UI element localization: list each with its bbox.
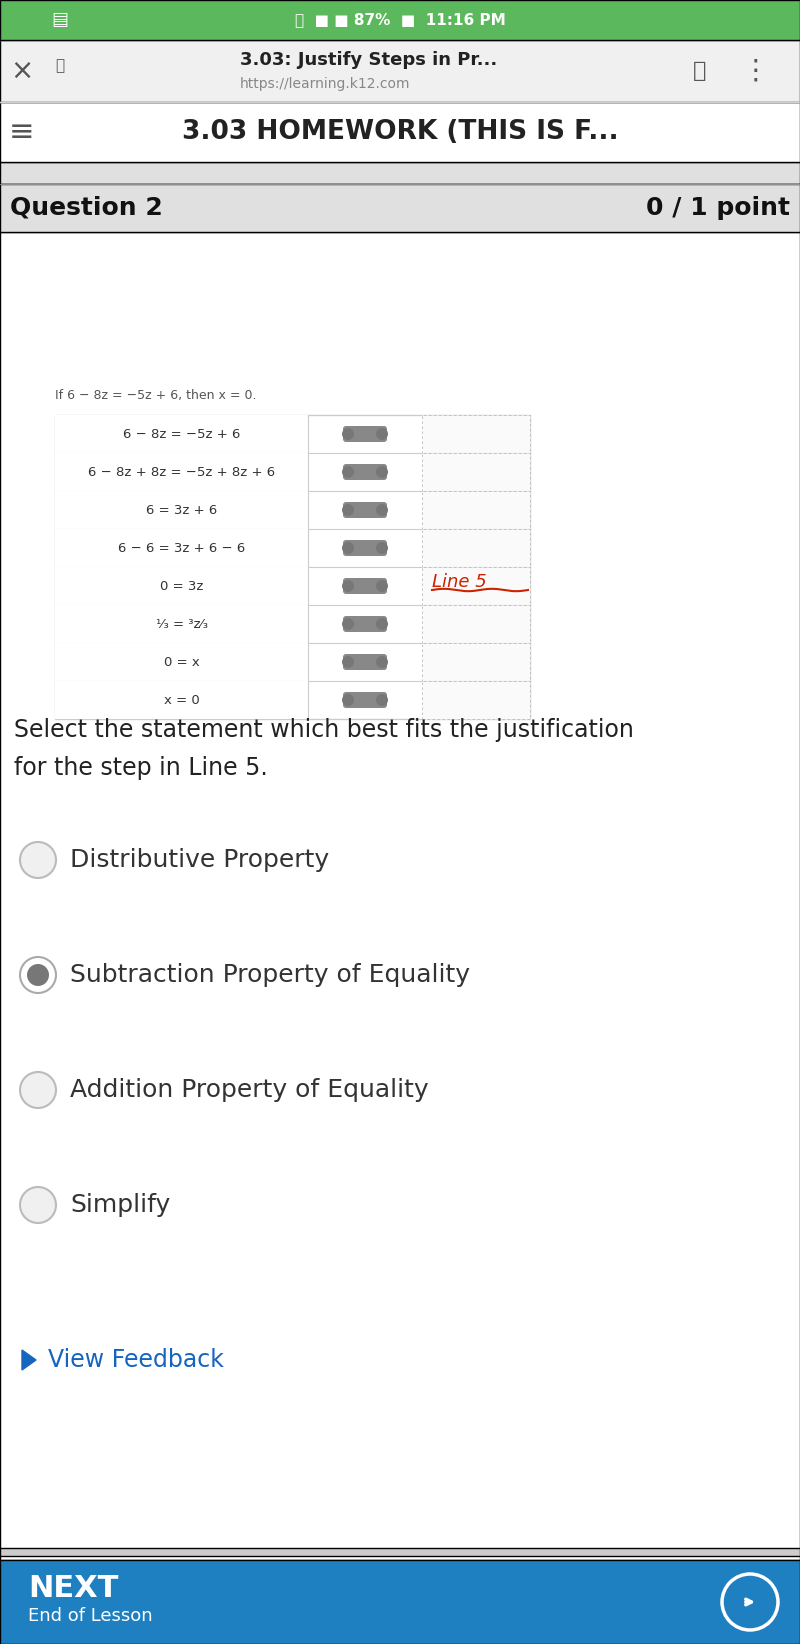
Circle shape <box>342 505 354 516</box>
Text: End of Lesson: End of Lesson <box>28 1606 153 1624</box>
Text: Question 2: Question 2 <box>10 196 162 220</box>
Circle shape <box>342 618 354 630</box>
Circle shape <box>376 505 388 516</box>
Text: 0 = x: 0 = x <box>164 656 199 669</box>
Text: ¹⁄₃ = ³z⁄₃: ¹⁄₃ = ³z⁄₃ <box>155 618 207 631</box>
Text: https://learning.k12.com: https://learning.k12.com <box>240 77 410 90</box>
Circle shape <box>342 694 354 705</box>
FancyBboxPatch shape <box>422 605 530 643</box>
Text: View Feedback: View Feedback <box>48 1348 224 1373</box>
FancyBboxPatch shape <box>0 102 800 163</box>
FancyBboxPatch shape <box>343 654 387 671</box>
Circle shape <box>376 618 388 630</box>
FancyBboxPatch shape <box>343 616 387 631</box>
FancyBboxPatch shape <box>422 529 530 567</box>
FancyBboxPatch shape <box>0 184 800 232</box>
FancyBboxPatch shape <box>0 163 800 184</box>
Text: 🔖: 🔖 <box>694 61 706 81</box>
FancyBboxPatch shape <box>55 605 308 643</box>
Text: 3.03: Justify Steps in Pr...: 3.03: Justify Steps in Pr... <box>240 51 498 69</box>
FancyBboxPatch shape <box>55 414 308 454</box>
Text: 0 / 1 point: 0 / 1 point <box>646 196 790 220</box>
Circle shape <box>342 465 354 478</box>
FancyBboxPatch shape <box>0 0 800 39</box>
FancyBboxPatch shape <box>0 39 800 102</box>
Text: Distributive Property: Distributive Property <box>70 848 329 871</box>
FancyBboxPatch shape <box>343 539 387 556</box>
Text: 3.03 HOMEWORK (THIS IS F...: 3.03 HOMEWORK (THIS IS F... <box>182 118 618 145</box>
Circle shape <box>376 427 388 441</box>
FancyBboxPatch shape <box>422 414 530 454</box>
Text: If 6 − 8z = −5z + 6, then x = 0.: If 6 − 8z = −5z + 6, then x = 0. <box>55 388 257 401</box>
FancyBboxPatch shape <box>343 579 387 593</box>
FancyBboxPatch shape <box>422 643 530 681</box>
Text: 🔒: 🔒 <box>55 59 65 74</box>
Polygon shape <box>22 1350 36 1369</box>
FancyBboxPatch shape <box>422 454 530 492</box>
Text: x = 0: x = 0 <box>164 694 199 707</box>
FancyBboxPatch shape <box>55 567 308 605</box>
Text: NEXT: NEXT <box>28 1573 118 1603</box>
FancyBboxPatch shape <box>0 1560 800 1644</box>
FancyBboxPatch shape <box>422 567 530 605</box>
FancyBboxPatch shape <box>0 931 800 1019</box>
FancyBboxPatch shape <box>343 464 387 480</box>
Text: Select the statement which best fits the justification: Select the statement which best fits the… <box>14 718 634 741</box>
Circle shape <box>20 1072 56 1108</box>
Circle shape <box>20 1187 56 1223</box>
FancyBboxPatch shape <box>343 501 387 518</box>
Text: for the step in Line 5.: for the step in Line 5. <box>14 756 268 779</box>
Text: ⏰  ■ ■ 87%  ■  11:16 PM: ⏰ ■ ■ 87% ■ 11:16 PM <box>294 13 506 28</box>
FancyBboxPatch shape <box>422 492 530 529</box>
Circle shape <box>376 656 388 667</box>
Text: 6 = 3z + 6: 6 = 3z + 6 <box>146 503 217 516</box>
Text: ▤: ▤ <box>51 12 69 30</box>
FancyBboxPatch shape <box>55 454 308 492</box>
Circle shape <box>27 963 49 986</box>
Text: Subtraction Property of Equality: Subtraction Property of Equality <box>70 963 470 986</box>
FancyBboxPatch shape <box>55 681 308 718</box>
Text: ×: × <box>10 58 34 85</box>
Text: 6 − 8z + 8z = −5z + 8z + 6: 6 − 8z + 8z = −5z + 8z + 6 <box>88 465 275 478</box>
Text: ⋮: ⋮ <box>741 58 769 85</box>
Text: Simplify: Simplify <box>70 1194 170 1217</box>
Text: 0 = 3z: 0 = 3z <box>160 579 203 592</box>
Circle shape <box>20 957 56 993</box>
Circle shape <box>342 656 354 667</box>
Circle shape <box>376 694 388 705</box>
Text: Addition Property of Equality: Addition Property of Equality <box>70 1078 429 1101</box>
Circle shape <box>376 580 388 592</box>
Circle shape <box>376 465 388 478</box>
FancyBboxPatch shape <box>55 529 308 567</box>
Text: 6 − 8z = −5z + 6: 6 − 8z = −5z + 6 <box>123 427 240 441</box>
FancyBboxPatch shape <box>422 681 530 718</box>
Text: 6 − 6 = 3z + 6 − 6: 6 − 6 = 3z + 6 − 6 <box>118 541 245 554</box>
FancyBboxPatch shape <box>0 1549 800 1555</box>
Text: ≡: ≡ <box>10 117 34 146</box>
Circle shape <box>376 543 388 554</box>
Circle shape <box>20 842 56 878</box>
Circle shape <box>342 543 354 554</box>
FancyBboxPatch shape <box>343 426 387 442</box>
FancyBboxPatch shape <box>343 692 387 709</box>
Circle shape <box>342 427 354 441</box>
FancyBboxPatch shape <box>0 232 800 1560</box>
Circle shape <box>342 580 354 592</box>
FancyBboxPatch shape <box>55 643 308 681</box>
FancyBboxPatch shape <box>55 414 530 718</box>
FancyBboxPatch shape <box>55 492 308 529</box>
Text: Line 5: Line 5 <box>432 574 486 590</box>
